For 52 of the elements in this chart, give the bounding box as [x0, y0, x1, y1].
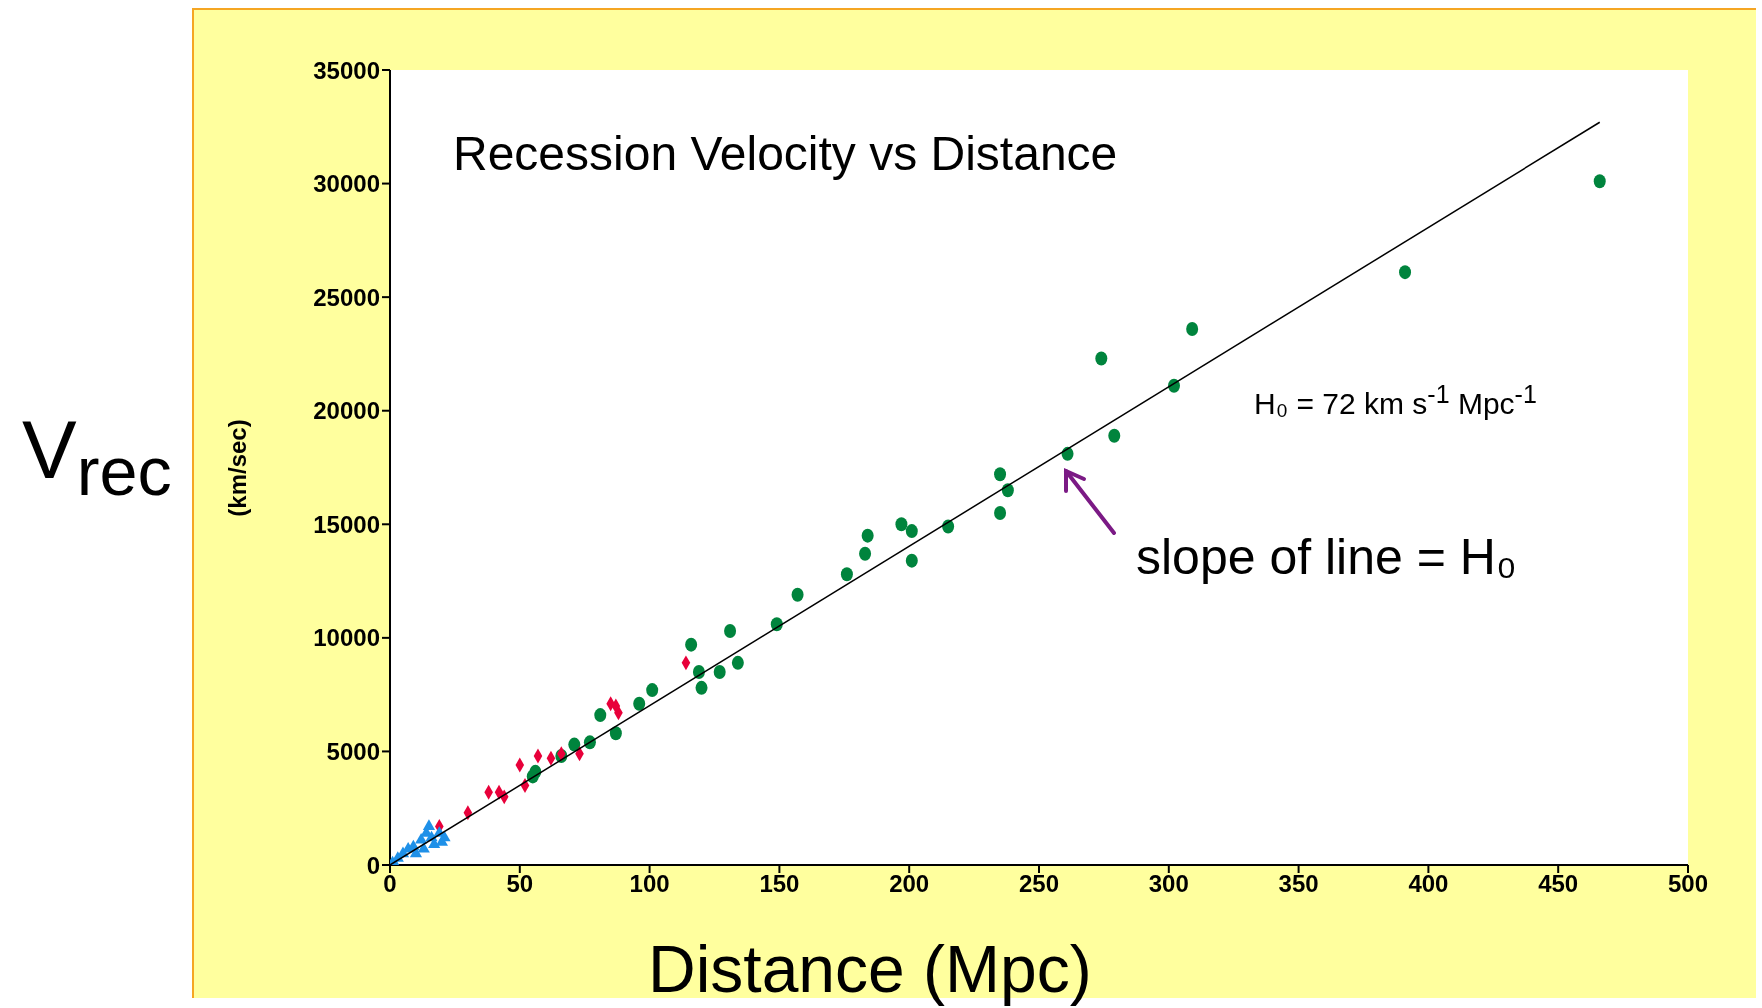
x-tick-label: 450 — [1538, 870, 1579, 898]
x-tick-label: 250 — [1018, 870, 1060, 898]
x-tick-label: 400 — [1408, 870, 1449, 898]
text: V$_{rec}$ — [22, 403, 172, 511]
point — [905, 553, 918, 568]
point — [417, 842, 430, 853]
point — [609, 726, 622, 741]
x-tick-label: 350 — [1278, 870, 1319, 898]
point — [840, 567, 853, 582]
point — [731, 655, 744, 670]
x-tick-label: 500 — [1667, 870, 1709, 898]
point — [568, 737, 581, 752]
point — [1108, 428, 1121, 443]
y-axis-title: (km/sec) — [224, 418, 252, 517]
point — [713, 664, 726, 679]
x-tick-label: 100 — [629, 870, 670, 898]
point — [422, 819, 436, 830]
point — [905, 524, 918, 539]
x-tick-label: 300 — [1148, 870, 1189, 898]
point — [1593, 174, 1606, 189]
point — [895, 517, 908, 532]
y-tick-label: 0 — [366, 851, 380, 879]
y-tick-label: 5000 — [326, 737, 380, 765]
y-tick-label: 35000 — [313, 56, 380, 84]
point — [859, 546, 872, 561]
point — [1186, 321, 1199, 336]
point — [1095, 351, 1108, 366]
point — [1399, 265, 1412, 280]
y-tick-label: 25000 — [313, 283, 380, 311]
point — [438, 830, 451, 842]
annotation: H₀ = 72 km s$^{-1}$ Mpc$^{-1}$ — [1254, 380, 1537, 421]
point — [695, 680, 708, 695]
point — [791, 587, 804, 602]
point — [685, 637, 698, 652]
y-tick-label: 10000 — [313, 624, 380, 652]
y-tick-label: 15000 — [313, 510, 380, 538]
point — [724, 624, 737, 639]
annotation: slope of line = H₀ — [1136, 528, 1517, 586]
point — [861, 528, 874, 543]
point — [994, 505, 1007, 520]
point — [594, 708, 607, 723]
x-tick-label: 200 — [889, 870, 930, 898]
point — [633, 696, 646, 711]
y-tick-label: 20000 — [313, 397, 380, 425]
y-tick-label: 30000 — [313, 170, 380, 198]
point — [646, 683, 659, 698]
x-axis-title: Distance (Mpc) — [648, 932, 1092, 1006]
text: Recession Velocity vs Distance — [453, 126, 1118, 181]
point — [994, 467, 1007, 482]
x-tick-label: 0 — [383, 870, 397, 898]
x-tick-label: 150 — [759, 870, 800, 898]
x-tick-label: 50 — [506, 870, 534, 898]
